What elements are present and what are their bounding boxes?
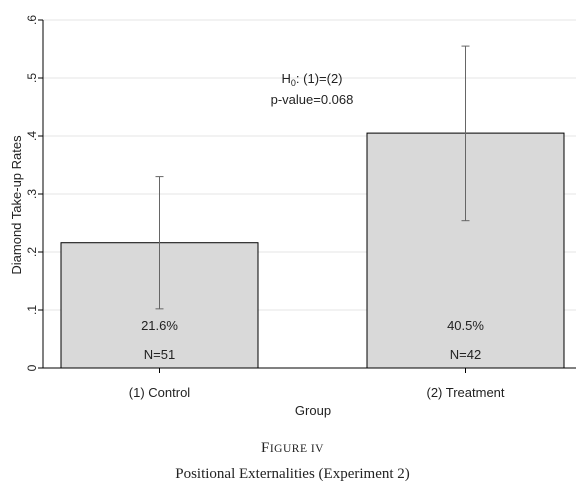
- bar-chart: 0 .1 .2 .3 .4 .5 .6 21.6% N=51 (1) Control 40.5% N…: [9, 15, 576, 418]
- x-tick-label: (1) Control: [129, 385, 191, 400]
- y-tick-label: 0: [25, 364, 39, 371]
- y-axis-label: Diamond Take-up Rates: [9, 135, 24, 275]
- y-tick-label: .3: [25, 189, 39, 199]
- hypothesis-annotation: H0: (1)=(2): [282, 71, 343, 88]
- error-bars: [155, 45, 470, 310]
- p-value-annotation: p-value=0.068: [271, 92, 354, 107]
- bar-value-label: 40.5%: [447, 318, 484, 333]
- y-tick-label: .2: [25, 247, 39, 257]
- bar-n-label: N=42: [450, 347, 481, 362]
- figure-label-initial: F: [261, 440, 270, 456]
- figure-label-rest: IGURE IV: [269, 443, 324, 455]
- x-axis-label: Group: [295, 403, 331, 418]
- y-tick-label: .5: [25, 73, 39, 83]
- bars: [60, 132, 565, 369]
- chart-text: 21.6% N=51 (1) Control 40.5% N=42 (2) Treatme…: [129, 318, 505, 400]
- bar-value-label: 21.6%: [141, 318, 178, 333]
- hypothesis-rest: : (1)=(2): [296, 71, 343, 86]
- y-tick-label: .1: [25, 305, 39, 315]
- hypothesis-subscript: 0: [291, 78, 296, 88]
- y-tick-label: .4: [25, 131, 39, 141]
- hypothesis-h: H: [282, 71, 291, 86]
- figure-label: FIGURE IV: [0, 440, 585, 457]
- x-tick-label: (2) Treatment: [426, 385, 504, 400]
- bar-n-label: N=51: [144, 347, 175, 362]
- y-tick-label: .6: [25, 15, 39, 25]
- figure-title: Positional Externalities (Experiment 2): [175, 466, 410, 482]
